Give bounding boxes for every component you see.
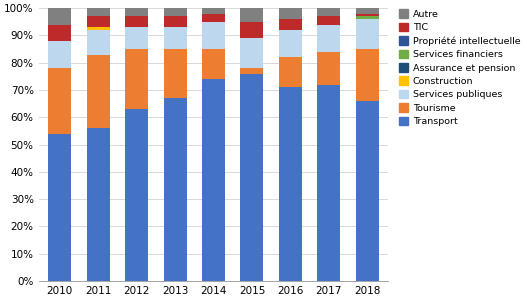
Bar — [317, 85, 340, 281]
Bar — [86, 55, 110, 128]
Bar — [48, 8, 71, 25]
Bar — [86, 30, 110, 55]
Bar — [240, 74, 264, 281]
Bar — [356, 14, 379, 16]
Bar — [317, 16, 340, 25]
Bar — [48, 41, 71, 68]
Bar — [240, 22, 264, 38]
Bar — [202, 22, 225, 49]
Bar — [279, 30, 302, 57]
Bar — [356, 49, 379, 101]
Bar — [125, 8, 148, 16]
Bar — [240, 8, 264, 22]
Legend: Autre, TIC, Propriété intellectuelle, Services financiers, Assurance et pension,: Autre, TIC, Propriété intellectuelle, Se… — [397, 8, 522, 128]
Bar — [125, 109, 148, 281]
Bar — [279, 8, 302, 19]
Bar — [317, 25, 340, 52]
Bar — [125, 49, 148, 109]
Bar — [317, 52, 340, 85]
Bar — [48, 25, 71, 41]
Bar — [163, 8, 187, 16]
Bar — [279, 87, 302, 281]
Bar — [240, 38, 264, 68]
Bar — [86, 27, 110, 30]
Bar — [86, 8, 110, 16]
Bar — [279, 57, 302, 87]
Bar — [163, 98, 187, 281]
Bar — [356, 16, 379, 19]
Bar — [86, 128, 110, 281]
Bar — [202, 49, 225, 79]
Bar — [202, 79, 225, 281]
Bar — [202, 8, 225, 14]
Bar — [356, 101, 379, 281]
Bar — [86, 16, 110, 27]
Bar — [163, 27, 187, 49]
Bar — [163, 16, 187, 27]
Bar — [48, 134, 71, 281]
Bar — [279, 19, 302, 30]
Bar — [356, 8, 379, 14]
Bar — [125, 16, 148, 27]
Bar — [317, 8, 340, 16]
Bar — [240, 68, 264, 74]
Bar — [125, 27, 148, 49]
Bar — [202, 14, 225, 22]
Bar — [356, 19, 379, 49]
Bar — [48, 68, 71, 134]
Bar — [163, 49, 187, 98]
